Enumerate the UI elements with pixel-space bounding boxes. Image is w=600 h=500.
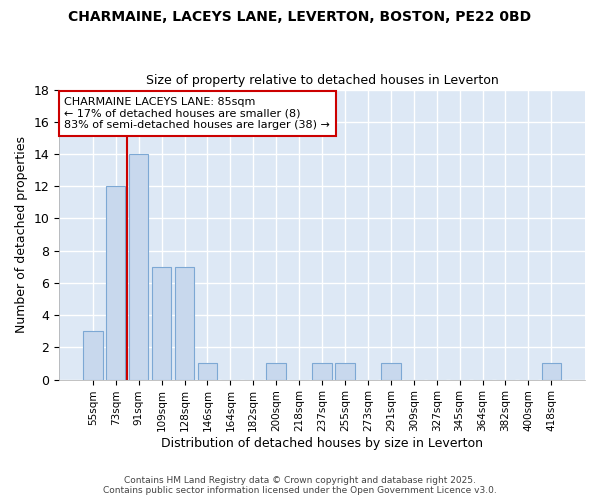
Bar <box>83 332 103 380</box>
Title: Size of property relative to detached houses in Leverton: Size of property relative to detached ho… <box>146 74 499 87</box>
Text: CHARMAINE LACEYS LANE: 85sqm
← 17% of detached houses are smaller (8)
83% of sem: CHARMAINE LACEYS LANE: 85sqm ← 17% of de… <box>64 97 330 130</box>
Bar <box>106 186 125 380</box>
Bar <box>542 364 561 380</box>
Bar <box>381 364 401 380</box>
Bar <box>266 364 286 380</box>
Text: Contains HM Land Registry data © Crown copyright and database right 2025.
Contai: Contains HM Land Registry data © Crown c… <box>103 476 497 495</box>
Bar <box>335 364 355 380</box>
X-axis label: Distribution of detached houses by size in Leverton: Distribution of detached houses by size … <box>161 437 483 450</box>
Text: CHARMAINE, LACEYS LANE, LEVERTON, BOSTON, PE22 0BD: CHARMAINE, LACEYS LANE, LEVERTON, BOSTON… <box>68 10 532 24</box>
Bar <box>175 267 194 380</box>
Bar <box>313 364 332 380</box>
Bar <box>197 364 217 380</box>
Y-axis label: Number of detached properties: Number of detached properties <box>15 136 28 333</box>
Bar <box>129 154 148 380</box>
Bar <box>152 267 172 380</box>
